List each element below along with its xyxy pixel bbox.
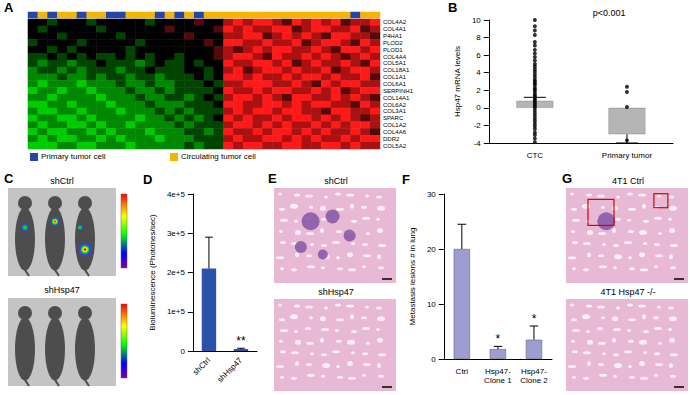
svg-text:Hsp47-: Hsp47- [521,367,547,376]
svg-text:0: 0 [431,355,436,364]
svg-text:Hsp47-: Hsp47- [485,367,511,376]
svg-text:COL4A1: COL4A1 [383,26,407,32]
svg-text:P4HA1: P4HA1 [383,33,403,39]
html-text:A: A [4,0,14,15]
svg-text:2e+5: 2e+5 [167,268,186,277]
svg-text:E: E [268,171,277,186]
svg-text:Primary tumor: Primary tumor [602,151,653,160]
svg-text:Hsp47 mRNA levels: Hsp47 mRNA levels [453,46,462,117]
svg-text:Bioluminescence (Photones/sec): Bioluminescence (Photones/sec) [148,214,157,331]
svg-text:0: 0 [476,103,481,112]
svg-text:p<0.001: p<0.001 [593,8,626,18]
svg-text:-2: -2 [474,121,482,130]
svg-text:Clone 1: Clone 1 [484,376,512,385]
svg-text:30: 30 [427,190,436,199]
svg-text:shCtrl: shCtrl [50,176,74,186]
svg-text:2: 2 [476,86,481,95]
svg-text:**: ** [236,334,246,348]
svg-text:8: 8 [476,33,481,42]
svg-text:COL18A1: COL18A1 [383,67,410,73]
svg-text:-4: -4 [474,139,482,148]
svg-text:COL4A2: COL4A2 [383,19,407,25]
svg-text:DDR2: DDR2 [383,136,400,142]
svg-text:SERPINH1: SERPINH1 [383,88,414,94]
html-text:D: D [143,172,153,187]
svg-text:shHsp47: shHsp47 [216,355,245,384]
svg-text:4: 4 [476,68,481,77]
svg-text:shCtrl: shCtrl [191,356,212,377]
svg-text:PLOD2: PLOD2 [383,40,403,46]
svg-text:20: 20 [427,245,436,254]
svg-text:6: 6 [476,51,481,60]
svg-text:PLOD1: PLOD1 [383,47,403,53]
svg-text:*: * [532,312,537,326]
svg-text:shCtrl: shCtrl [324,176,348,186]
svg-text:shHsp47: shHsp47 [44,285,80,295]
svg-text:4T1 Hsp47 -/-: 4T1 Hsp47 -/- [600,287,655,297]
svg-text:SPARC: SPARC [383,115,404,121]
svg-text:10: 10 [472,16,481,25]
svg-text:10: 10 [427,300,436,309]
svg-text:COL1A1: COL1A1 [383,74,407,80]
svg-text:3e+5: 3e+5 [167,229,186,238]
svg-text:0: 0 [180,347,185,356]
svg-text:COL5A1: COL5A1 [383,60,407,66]
svg-text:4T1 Ctrl: 4T1 Ctrl [612,176,644,186]
svg-text:Ctrl: Ctrl [456,367,469,376]
svg-text:COL5A2: COL5A2 [383,143,407,149]
svg-text:COL1A2: COL1A2 [383,122,407,128]
svg-text:COL6A2: COL6A2 [383,102,407,108]
svg-text:Metastasis lesions # in lung: Metastasis lesions # in lung [408,228,417,326]
html-text:Circulating tumor cell: Circulating tumor cell [181,152,256,161]
svg-text:COL4A6: COL4A6 [383,129,407,135]
html-text:Primary tumor cell: Primary tumor cell [41,152,106,161]
svg-text:shHsp47: shHsp47 [318,287,354,297]
svg-text:4e+5: 4e+5 [167,190,186,199]
svg-text:C: C [4,171,14,186]
html-text:B: B [448,0,458,15]
svg-text:Clone 2: Clone 2 [520,376,548,385]
html-text:F: F [402,172,410,187]
svg-text:1e+5: 1e+5 [167,307,186,316]
svg-text:COL6A1: COL6A1 [383,81,407,87]
svg-text:COL14A1: COL14A1 [383,95,410,101]
svg-text:COL3A1: COL3A1 [383,108,407,114]
svg-text:COL4A4: COL4A4 [383,54,407,60]
svg-text:*: * [496,332,501,346]
svg-text:G: G [562,171,572,186]
svg-text:CTC: CTC [527,151,544,160]
